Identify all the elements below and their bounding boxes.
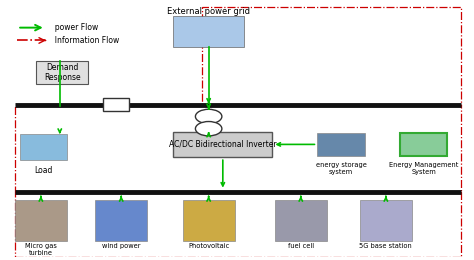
Bar [19, 134, 67, 160]
Text: energy storage
system: energy storage system [316, 162, 366, 175]
Bar [360, 200, 412, 241]
Text: Load: Load [34, 166, 53, 175]
Circle shape [195, 109, 222, 124]
Text: Energy Management
System: Energy Management System [389, 162, 458, 175]
Text: AC/DC Bidirectional Inverter: AC/DC Bidirectional Inverter [169, 140, 277, 149]
Bar [173, 16, 244, 47]
Bar [318, 133, 365, 156]
Bar [103, 98, 129, 111]
Bar [15, 200, 67, 241]
Bar [15, 105, 462, 192]
Text: fuel cell: fuel cell [288, 243, 314, 249]
Bar [182, 200, 235, 241]
Text: wind power: wind power [102, 243, 140, 249]
Bar [201, 7, 462, 105]
Text: External power grid: External power grid [167, 7, 250, 16]
Bar [15, 192, 462, 257]
Circle shape [195, 121, 222, 136]
Bar [275, 200, 327, 241]
Text: Demand
Response: Demand Response [44, 63, 81, 82]
Bar [400, 133, 447, 156]
Text: Information Flow: Information Flow [50, 36, 119, 45]
Text: power Flow: power Flow [50, 23, 99, 32]
Text: Photovoltaic: Photovoltaic [188, 243, 229, 249]
Bar [173, 132, 273, 157]
Text: Micro gas
turbine: Micro gas turbine [25, 243, 57, 256]
Bar [95, 200, 147, 241]
Bar [36, 61, 88, 84]
Text: 5G base station: 5G base station [359, 243, 412, 249]
